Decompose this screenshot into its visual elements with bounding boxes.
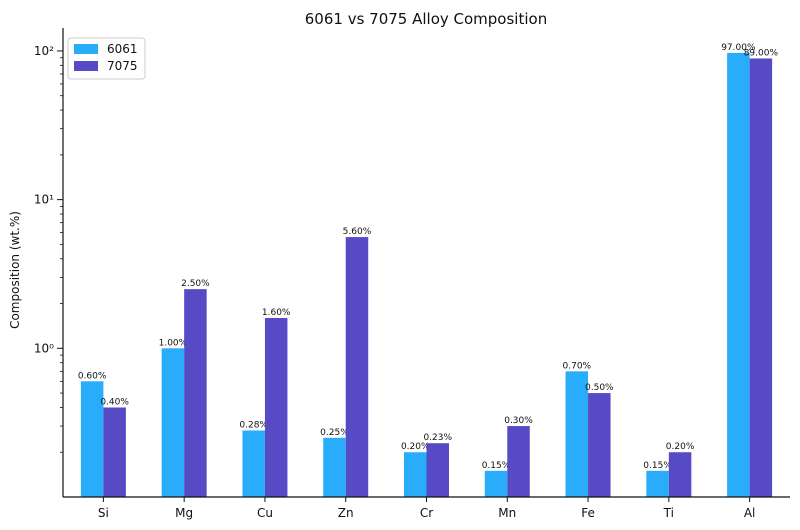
bar-value-label: 0.15% [482, 461, 511, 471]
legend-swatch-6061 [74, 44, 98, 54]
bar-value-label: 0.60% [78, 371, 107, 381]
legend-label-6061: 6061 [107, 42, 138, 56]
bar-value-label: 0.28% [239, 421, 268, 431]
bar-6061-Mn [484, 470, 508, 497]
bar-value-label: 1.60% [262, 308, 291, 318]
bar-6061-Al [727, 52, 750, 497]
legend-swatch-7075 [74, 61, 98, 71]
bar-value-label: 0.20% [666, 442, 695, 452]
bar-7075-Si [103, 407, 126, 497]
bars-group: 0.60% 0.40% 1.00% 2.50% 0.28% 1.60% 0.25% 5.60%… [78, 43, 779, 497]
bar-7075-Cu [264, 317, 288, 497]
bar-7075-Cr [426, 443, 449, 497]
bar-value-label: 0.15% [643, 461, 672, 471]
x-tick-label: Mg [175, 506, 193, 520]
chart-title: 6061 vs 7075 Alloy Composition [305, 10, 547, 28]
bar-7075-Mg [184, 289, 207, 497]
legend: 6061 7075 [67, 37, 146, 80]
bar-6061-Ti [646, 470, 669, 497]
legend-label-7075: 7075 [107, 59, 138, 73]
bar-value-label: 1.00% [159, 338, 188, 348]
bar-value-label: 0.30% [504, 416, 533, 426]
x-tick-label: Fe [581, 506, 595, 520]
bar-6061-Fe [565, 371, 589, 497]
bar-7075-Zn [345, 237, 369, 497]
bar-value-label: 2.50% [181, 279, 210, 289]
y-tick-label: 10¹ [34, 193, 54, 207]
bar-value-label: 89.00% [744, 48, 779, 58]
bar-value-label: 0.70% [563, 361, 592, 371]
bar-value-label: 97.00% [721, 43, 756, 53]
bar-value-label: 0.20% [401, 442, 430, 452]
bar-7075-Al [749, 58, 773, 497]
bar-6061-Mg [161, 348, 185, 497]
x-tick-label: Cu [257, 506, 273, 520]
bar-7075-Ti [668, 452, 692, 497]
x-tick-label: Ti [663, 506, 674, 520]
bar-7075-Fe [588, 393, 611, 497]
y-tick-label: 10² [34, 44, 54, 58]
bar-7075-Mn [507, 426, 530, 497]
bar-6061-Si [80, 381, 104, 497]
x-tick-label: Al [744, 506, 756, 520]
bar-6061-Zn [323, 437, 346, 497]
bar-value-label: 0.40% [100, 397, 129, 407]
bar-value-label: 0.23% [423, 433, 452, 443]
y-tick-label: 10⁰ [34, 341, 54, 355]
bar-6061-Cu [242, 430, 265, 497]
bar-value-label: 0.50% [585, 383, 614, 393]
x-tick-label: Cr [420, 506, 433, 520]
bar-6061-Cr [404, 452, 427, 497]
y-axis-ticks: 10⁰ 10¹ 10² [34, 44, 63, 453]
bar-value-label: 5.60% [343, 227, 372, 237]
x-tick-label: Mn [498, 506, 516, 520]
x-tick-label: Zn [338, 506, 354, 520]
bar-value-label: 0.25% [320, 428, 349, 438]
x-axis-ticks: Si Mg Cu Zn Cr Mn Fe Ti Al [98, 497, 755, 520]
x-tick-label: Si [98, 506, 109, 520]
y-axis-label: Composition (wt.%) [8, 211, 22, 329]
